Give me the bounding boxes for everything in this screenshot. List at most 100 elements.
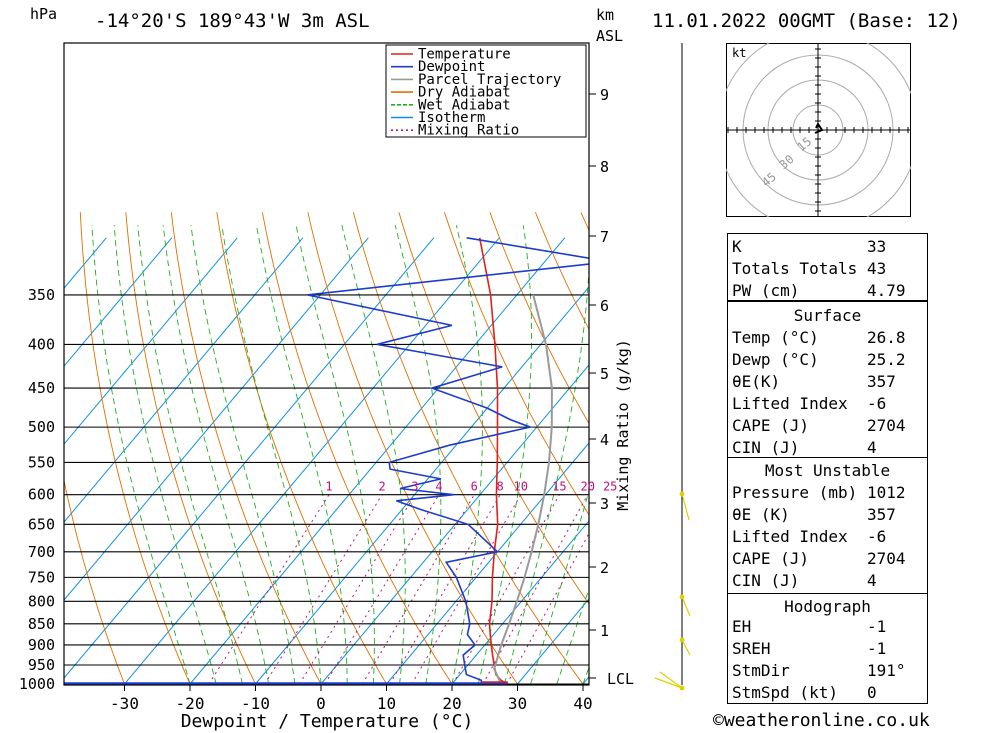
index-label: StmSpd (kt)	[732, 683, 838, 702]
wind-barb	[681, 639, 691, 656]
index-row: EH -1	[728, 616, 927, 638]
legend-label: Mixing Ratio	[418, 123, 519, 139]
mixing-ratio-line	[324, 494, 440, 685]
pressure-tick-label: 400	[28, 335, 55, 353]
wet-adiabat-line	[137, 225, 243, 685]
wet-adiabat-line	[582, 666, 589, 685]
mixing-ratio-label: 2	[378, 480, 385, 494]
legend-label: Temperature	[418, 47, 511, 63]
wind-barb	[681, 493, 690, 521]
index-value: 1012	[867, 483, 906, 502]
index-label: Temp (°C)	[732, 328, 819, 347]
mixing-ratio-label: 8	[497, 480, 504, 494]
datetime-title: 11.01.2022 00GMT (Base: 12)	[652, 10, 961, 32]
dry-adiabat-line	[489, 212, 589, 425]
wind-barb	[654, 671, 683, 689]
mixing-ratio-line	[361, 494, 475, 685]
index-value: -6	[867, 527, 887, 546]
index-value: 357	[867, 505, 896, 524]
mixing-ratio-label: 15	[552, 480, 566, 494]
mixing-ratio-line	[208, 494, 330, 685]
index-label: θE (K)	[732, 505, 790, 524]
index-label: EH	[732, 617, 752, 636]
index-value: 2704	[867, 416, 906, 435]
legend-label: Isotherm	[418, 110, 485, 126]
index-value: -1	[867, 639, 887, 658]
dry-adiabat-line	[216, 212, 388, 685]
pressure-tick-label: 1000	[19, 675, 55, 693]
temp-tick-label: -20	[176, 694, 205, 713]
index-value: 191°	[867, 661, 906, 680]
index-row: PW (cm) 4.79	[728, 280, 927, 302]
index-label: Lifted Index	[732, 527, 848, 546]
dry-adiabat-line	[352, 212, 585, 685]
km-tick-label: 3	[600, 495, 609, 513]
x-axis-label: Dewpoint / Temperature (°C)	[181, 711, 474, 732]
indices-surface: Surface Temp (°C) 26.8 Dewp (°C) 25.2 θE(K) 3…	[727, 301, 928, 458]
unstable-title: Most Unstable	[764, 461, 891, 480]
location-title: -14°20'S 189°43'W 3m ASL	[95, 10, 370, 32]
footer-credit[interactable]: ©weatheronline.co.uk	[713, 710, 930, 731]
pressure-tick-label: 550	[28, 453, 55, 471]
temp-tick-label: 0	[316, 694, 326, 713]
wet-adiabat-line	[91, 225, 191, 685]
wet-adiabat-line	[341, 225, 406, 685]
km-tick-label: 1	[600, 622, 609, 640]
km-tick-label: 9	[600, 86, 609, 104]
height-unit-asl: ASL	[596, 27, 624, 45]
legend-box	[385, 44, 587, 138]
dry-adiabat-line	[79, 212, 191, 685]
mixing-ratio-line	[506, 532, 589, 685]
km-tick-label: 2	[600, 559, 609, 577]
isotherm-line	[64, 237, 435, 679]
index-value: -6	[867, 394, 887, 413]
index-value: 4.79	[867, 281, 906, 300]
legend-label: Wet Adiabat	[418, 97, 511, 113]
temp-tick-label: 10	[377, 694, 396, 713]
index-label: CAPE (J)	[732, 549, 810, 568]
index-row: θE (K) 357	[728, 504, 927, 526]
pressure-tick-label: 600	[28, 486, 55, 504]
index-row: SREH -1	[728, 638, 927, 660]
temp-tick-label: 30	[508, 694, 527, 713]
km-tick-label: 4	[600, 431, 609, 449]
index-row: Dewp (°C) 25.2	[728, 349, 927, 371]
index-label: θE(K)	[732, 372, 781, 391]
dry-adiabat-line	[443, 212, 589, 516]
index-value: 25.2	[867, 350, 906, 369]
pressure-unit: hPa	[30, 5, 58, 23]
mixing-ratio-line	[482, 494, 589, 685]
index-row: StmDir 191°	[728, 660, 927, 682]
index-row: CAPE (J) 2704	[728, 415, 927, 437]
km-tick-label: 5	[600, 365, 609, 383]
index-row: Lifted Index -6	[728, 526, 927, 548]
index-label: Pressure (mb)	[732, 483, 858, 502]
wet-adiabat-line	[221, 225, 322, 685]
hodograph-unit: kt	[732, 46, 746, 60]
mixing-ratio-line	[389, 494, 501, 685]
index-label: StmDir	[732, 661, 790, 680]
km-tick-label: 7	[600, 228, 609, 246]
wet-adiabat-line	[451, 225, 483, 685]
isotherm-line	[64, 237, 369, 601]
index-value: 43	[867, 259, 887, 278]
pressure-tick-label: 800	[28, 592, 55, 610]
legend-label: Dry Adiabat	[418, 85, 511, 101]
wet-adiabat-line	[190, 225, 296, 685]
index-value: 33	[867, 237, 887, 256]
temp-tick-label: -30	[110, 694, 139, 713]
index-row: θE(K) 357	[728, 371, 927, 393]
mixing-ratio-line	[411, 494, 522, 685]
mixing-ratio-label: 1	[325, 480, 332, 494]
pressure-tick-label: 700	[28, 543, 55, 561]
index-row: CIN (J) 4	[728, 437, 927, 459]
index-label: K	[732, 237, 742, 256]
wind-barb	[681, 596, 691, 617]
wet-adiabat-line	[255, 225, 348, 684]
index-label: PW (cm)	[732, 281, 800, 300]
wet-adiabat-line	[162, 225, 270, 685]
dry-adiabat-line	[125, 212, 257, 685]
index-value: 2704	[867, 549, 906, 568]
isotherm-line	[124, 237, 500, 685]
